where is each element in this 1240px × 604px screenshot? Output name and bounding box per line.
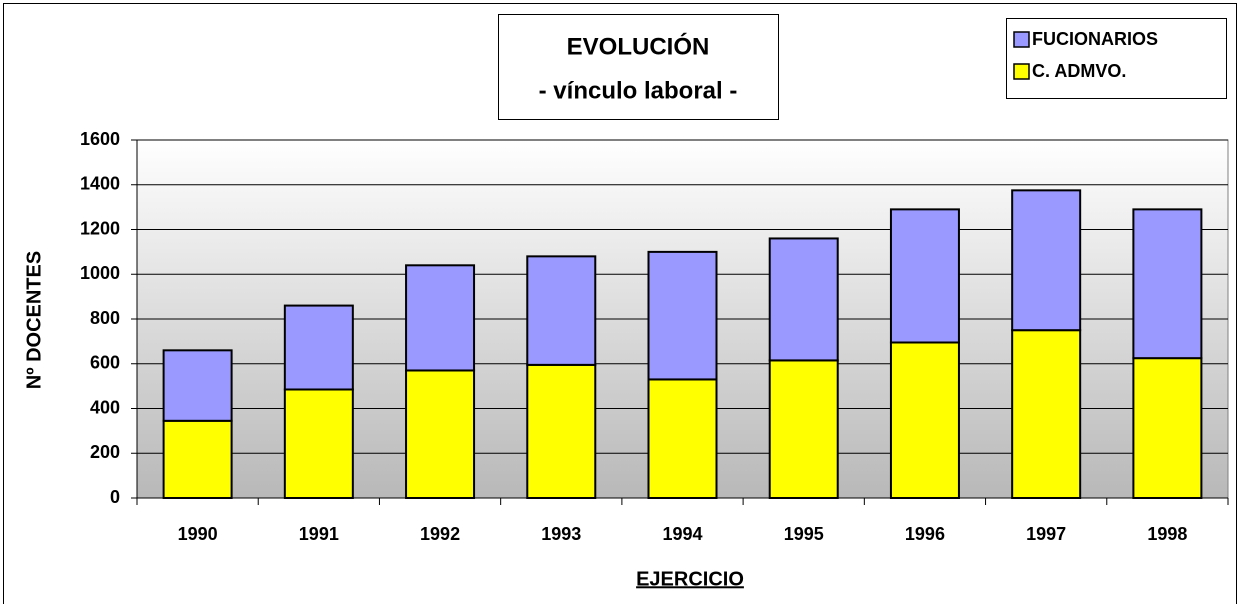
y-tick-label: 1600 [80, 129, 120, 149]
bar-segment [405, 369, 476, 499]
x-tick-label: 1990 [178, 524, 218, 544]
bar-segment [162, 419, 233, 499]
y-tick-label: 1200 [80, 218, 120, 238]
x-tick-label: 1997 [1026, 524, 1066, 544]
title-box [498, 14, 779, 120]
y-tick-label: 600 [90, 353, 120, 373]
x-tick-label: 1994 [662, 524, 702, 544]
legend-swatch [1013, 63, 1030, 80]
x-tick-label: 1991 [299, 524, 339, 544]
bar-segment [405, 264, 476, 372]
y-tick-label: 800 [90, 308, 120, 328]
chart-title: EVOLUCIÓN [567, 32, 710, 60]
bar-segment [768, 359, 839, 499]
bar-segment [1132, 208, 1203, 360]
legend-swatch [1013, 31, 1030, 48]
bar-segment [1132, 357, 1203, 499]
x-tick-label: 1993 [541, 524, 581, 544]
bar-segment [768, 237, 839, 362]
y-tick-label: 1000 [80, 263, 120, 283]
bar-segment [526, 363, 597, 499]
y-tick-label: 0 [110, 487, 120, 507]
x-tick-label: 1992 [420, 524, 460, 544]
y-axis-title: Nº DOCENTES [23, 251, 45, 389]
x-axis-title: EJERCICIO [636, 568, 744, 590]
bar-segment [162, 349, 233, 422]
bar-segment [889, 208, 960, 344]
bar-segment [647, 250, 718, 381]
x-tick-label: 1995 [784, 524, 824, 544]
y-tick-label: 400 [90, 397, 120, 417]
chart-subtitle: - vínculo laboral - [539, 77, 738, 104]
x-tick-label: 1998 [1147, 524, 1187, 544]
bar-segment [526, 255, 597, 366]
x-tick-label: 1996 [905, 524, 945, 544]
legend-label: C. ADMVO. [1032, 61, 1126, 81]
y-tick-label: 200 [90, 442, 120, 462]
legend-box [1006, 18, 1227, 99]
bar-segment [1011, 189, 1082, 332]
y-tick-label: 1400 [80, 174, 120, 194]
legend-label: FUCIONARIOS [1032, 29, 1158, 49]
bar-segment [283, 304, 354, 391]
bar-segment [1011, 329, 1082, 499]
bar-segment [283, 388, 354, 500]
bar-segment [647, 378, 718, 500]
bar-segment [889, 341, 960, 499]
